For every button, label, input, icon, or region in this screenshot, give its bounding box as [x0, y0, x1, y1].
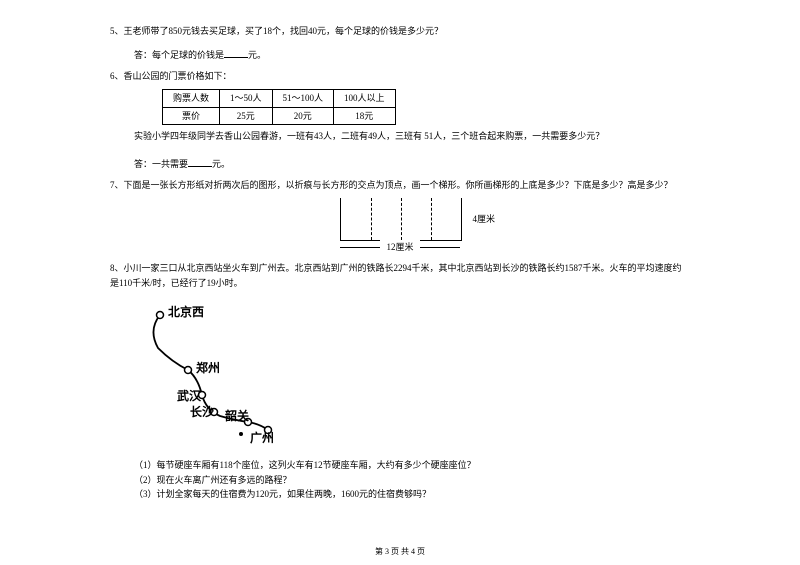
q8-sub3: （3）计划全家每天的住宿费为120元，如果住两晚，1600元的住宿费够吗？: [134, 487, 690, 501]
q5-answer-prefix: 答：每个足球的价钱是: [134, 50, 224, 60]
table-cell: 51～100人: [272, 90, 334, 107]
blank-fill: [188, 157, 212, 167]
table-cell: 1～50人: [220, 90, 273, 107]
table-row: 票价 25元 20元 18元: [163, 107, 396, 124]
table-cell: 购票人数: [163, 90, 220, 107]
width-label: 12厘米: [380, 240, 420, 254]
fold-rect: 4厘米: [340, 198, 462, 241]
q6-text: 6、香山公园的门票价格如下：: [110, 71, 232, 81]
station-label: 长沙: [190, 404, 214, 419]
station-label: 韶关: [225, 408, 249, 423]
q6-answer-prefix: 答：一共需要: [134, 159, 188, 169]
q8-sub1: （1）每节硬座车厢有118个座位，这列火车有12节硬座车厢，大约有多少个硬座座位…: [134, 458, 690, 472]
table-cell: 20元: [272, 107, 334, 124]
problem-5: 5、王老师带了850元钱去买足球，买了18个，找回40元，每个足球的价钱是多少元…: [110, 24, 690, 38]
page-content: 5、王老师带了850元钱去买足球，买了18个，找回40元，每个足球的价钱是多少元…: [0, 0, 800, 511]
fold-line: [371, 198, 372, 240]
table-cell: 100人以上: [334, 90, 396, 107]
fold-line: [431, 198, 432, 240]
q6-desc: 实验小学四年级同学去香山公园春游，一班有43人，二班有49人，三班有 51人，三…: [134, 129, 690, 143]
width-measure: 12厘米: [340, 243, 460, 255]
table-cell: 25元: [220, 107, 273, 124]
table-cell: 18元: [334, 107, 396, 124]
q8-text: 8、小川一家三口从北京西站坐火车到广州去。北京西站到广州的铁路长2294千米，其…: [110, 263, 682, 287]
table-row: 购票人数 1～50人 51～100人 100人以上: [163, 90, 396, 107]
q6-answer-suffix: 元。: [212, 159, 230, 169]
station-label: 北京西: [168, 304, 204, 319]
height-label: 4厘米: [472, 212, 495, 226]
station-dot: [185, 366, 192, 373]
q6-answer: 答：一共需要 元。: [134, 157, 690, 171]
station-label: 广州: [250, 430, 274, 445]
table-cell: 票价: [163, 107, 220, 124]
problem-6: 6、香山公园的门票价格如下：: [110, 69, 690, 83]
blank-fill: [224, 48, 248, 58]
station-label: 武汉: [177, 388, 202, 403]
station-dot: [157, 311, 164, 318]
ticket-table: 购票人数 1～50人 51～100人 100人以上 票价 25元 20元 18元: [162, 89, 396, 125]
railway-map: 北京西 郑州 武汉 长沙 韶关 广州: [130, 300, 310, 450]
q5-text: 5、王老师带了850元钱去买足球，买了18个，找回40元，每个足球的价钱是多少元…: [110, 26, 443, 36]
q7-text: 7、下面是一张长方形纸对折两次后的图形，以折痕与长方形的交点为顶点，画一个梯形。…: [110, 180, 673, 190]
problem-8: 8、小川一家三口从北京西站坐火车到广州去。北京西站到广州的铁路长2294千米，其…: [110, 261, 690, 290]
problem-7: 7、下面是一张长方形纸对折两次后的图形，以折痕与长方形的交点为顶点，画一个梯形。…: [110, 178, 690, 192]
page-footer: 第 3 页 共 4 页: [0, 546, 800, 557]
q8-sub2: （2）现在火车离广州还有多远的路程？: [134, 473, 690, 487]
dot-icon: [239, 432, 243, 436]
q5-answer-suffix: 元。: [248, 50, 266, 60]
fold-diagram: 4厘米 12厘米: [340, 198, 460, 255]
q5-answer: 答：每个足球的价钱是 元。: [134, 48, 690, 62]
station-label: 郑州: [196, 360, 220, 375]
fold-line: [401, 198, 402, 240]
